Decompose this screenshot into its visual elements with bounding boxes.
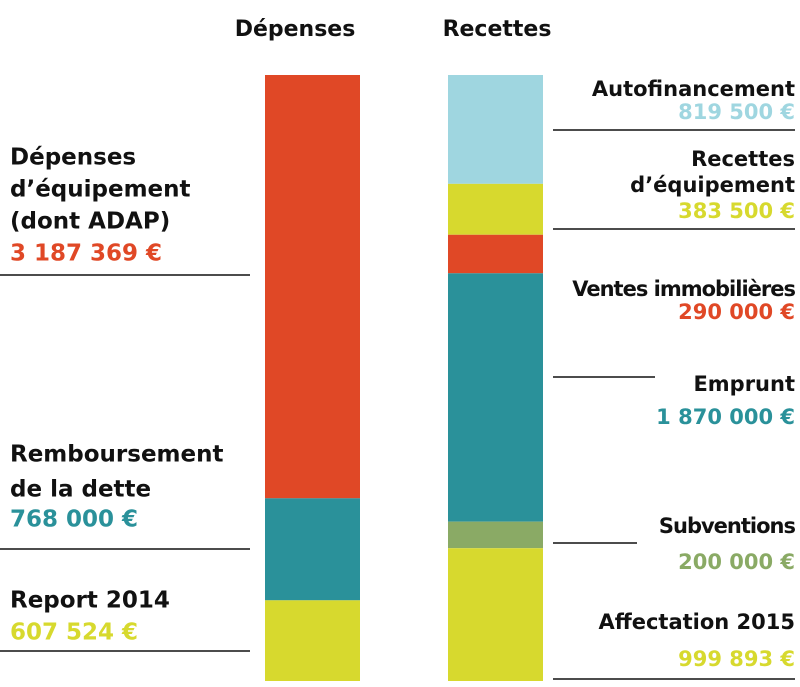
segment-label: Autofinancement: [592, 77, 795, 101]
segment-value: 607 524 €: [10, 620, 138, 646]
segment-label: Ventes immobilières: [572, 277, 795, 301]
segment: [448, 521, 543, 549]
segment: [448, 183, 543, 235]
segment-value: 3 187 369 €: [10, 241, 162, 267]
segment: [448, 548, 543, 681]
segment-label: d’équipement: [10, 177, 191, 203]
column-title: Recettes: [443, 17, 552, 42]
segment-value: 768 000 €: [10, 507, 138, 533]
segment-label: Emprunt: [693, 372, 795, 396]
segment-value: 383 500 €: [678, 199, 795, 223]
segment: [265, 498, 360, 601]
segment: [448, 234, 543, 274]
segment-label: Dépenses: [10, 145, 136, 171]
segment: [448, 273, 543, 522]
segment-label: Affectation 2015: [598, 610, 795, 634]
segment-value: 999 893 €: [678, 647, 795, 671]
segment-value: 1 870 000 €: [656, 405, 795, 429]
column-title: Dépenses: [235, 17, 356, 42]
segment-label: d’équipement: [630, 173, 795, 197]
segment-label: Recettes: [691, 147, 795, 171]
segment-label: Report 2014: [10, 588, 170, 614]
segment: [265, 600, 360, 681]
segment-label: Remboursement: [10, 442, 223, 468]
segment: [265, 75, 360, 499]
segment-label: (dont ADAP): [10, 209, 170, 235]
segment-value: 819 500 €: [678, 100, 795, 124]
segment-label: Subventions: [659, 514, 796, 538]
segment-value: 200 000 €: [678, 550, 795, 574]
segment-label: de la dette: [10, 477, 151, 503]
segment: [448, 75, 543, 184]
segment-value: 290 000 €: [678, 300, 795, 324]
